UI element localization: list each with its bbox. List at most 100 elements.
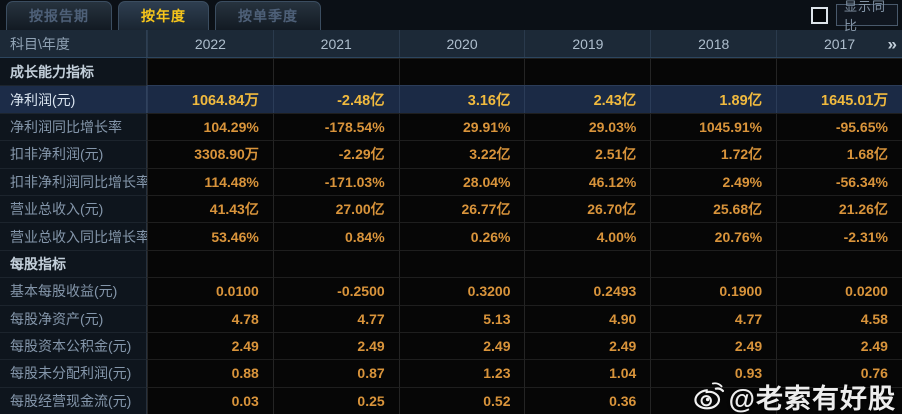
cell-2021 — [272, 249, 399, 278]
cell-2019: 2.49 — [524, 331, 651, 360]
cell-2018: 1.89亿 — [650, 85, 777, 113]
cell-2022: 0.0100 — [147, 277, 273, 305]
row-label: 净利润同比增长率 — [0, 112, 147, 141]
cell-2019: 0.36 — [524, 386, 651, 414]
table-row[interactable]: 每股净资产(元) 4.78 4.77 5.13 4.90 4.77 4.58 — [0, 304, 902, 332]
cell-2019: 4.00% — [524, 222, 651, 250]
row-label: 每股未分配利润(元) — [0, 359, 147, 387]
cell-2022: 0.88 — [147, 359, 273, 387]
cell-2019: 46.12% — [524, 167, 651, 195]
cell-2018: 20.76% — [650, 222, 777, 250]
indicators-table: 科目\年度 2022 2021 2020 2019 2018 2017» 成长能力指标 净利… — [0, 30, 902, 414]
cell-2021: -2.29亿 — [272, 140, 399, 168]
cell-2017: -95.65% — [776, 112, 902, 141]
cell-2019 — [524, 249, 651, 278]
year-header-2021: 2021 — [272, 30, 399, 57]
cell-2019: 1.04 — [524, 359, 651, 387]
row-label: 营业总收入同比增长率 — [0, 222, 150, 250]
cell-2018 — [650, 58, 777, 86]
cell-2020: 0.52 — [398, 386, 525, 414]
cell-2020: 28.04% — [398, 167, 525, 195]
tab-0[interactable]: 按报告期 — [6, 1, 112, 30]
tab-2[interactable]: 按单季度 — [215, 1, 321, 30]
cell-2018: 1.72亿 — [650, 140, 777, 168]
cell-2019: 2.43亿 — [524, 85, 651, 113]
section-row: 每股指标 — [0, 249, 902, 278]
cell-2017: 0.76 — [776, 359, 902, 387]
more-years-icon[interactable]: » — [887, 34, 897, 53]
table-row[interactable]: 营业总收入(元) 41.43亿 27.00亿 26.77亿 26.70亿 25.68亿 21… — [0, 194, 902, 223]
row-label: 基本每股收益(元) — [0, 277, 147, 305]
cell-2021: 0.84% — [272, 222, 399, 250]
cell-2019: 2.51亿 — [524, 140, 651, 168]
cell-2019: 26.70亿 — [524, 194, 651, 223]
cell-2017: 21.26亿 — [776, 194, 902, 223]
row-label: 每股净资产(元) — [0, 304, 147, 332]
cell-2020: 29.91% — [398, 112, 525, 141]
row-label: 每股经营现金流(元) — [0, 386, 147, 414]
row-label: 成长能力指标 — [0, 58, 147, 86]
table-row[interactable]: 基本每股收益(元) 0.0100 -0.2500 0.3200 0.2493 0.1900… — [0, 277, 902, 305]
yoy-checkbox[interactable] — [811, 6, 828, 24]
row-label: 扣非净利润(元) — [0, 140, 147, 168]
yoy-toggle-group: 显示同比 — [811, 0, 898, 33]
cell-2018: 4.77 — [650, 304, 777, 332]
table-row[interactable]: 净利润同比增长率 104.29% -178.54% 29.91% 29.03% 1045.… — [0, 112, 902, 141]
table-body: 成长能力指标 净利润(元) 1064.84万 -2.48亿 3.16亿 2.43亿 1.89… — [0, 58, 902, 414]
row-label: 扣非净利润同比增长率 — [0, 167, 150, 195]
cell-2017 — [776, 386, 902, 414]
year-header-2019: 2019 — [524, 30, 650, 57]
cell-2019: 29.03% — [524, 112, 651, 141]
cell-2018: 1045.91% — [650, 112, 777, 141]
cell-2022: 104.29% — [147, 112, 273, 141]
cell-2017 — [776, 249, 902, 278]
cell-2018 — [650, 386, 777, 414]
yoy-label[interactable]: 显示同比 — [836, 0, 898, 33]
cell-2017: -56.34% — [776, 167, 902, 195]
table-row[interactable]: 每股资本公积金(元) 2.49 2.49 2.49 2.49 2.49 2.49 — [0, 331, 902, 360]
cell-2017: -2.31% — [776, 222, 902, 250]
row-label: 每股资本公积金(元) — [0, 331, 147, 360]
cell-2017 — [776, 58, 902, 86]
year-header-2020: 2020 — [398, 30, 525, 57]
table-row[interactable]: 扣非净利润同比增长率 114.48% -171.03% 28.04% 46.12% 2.4… — [0, 167, 902, 195]
cell-2021: 4.77 — [272, 304, 399, 332]
cell-2020 — [398, 249, 525, 278]
cell-2020: 2.49 — [398, 331, 525, 360]
cell-2022: 41.43亿 — [147, 194, 273, 223]
cell-2022 — [147, 58, 273, 86]
cell-2022: 2.49 — [147, 331, 273, 360]
year-header-2017: 2017» — [776, 30, 902, 57]
cell-2020: 5.13 — [398, 304, 525, 332]
table-row[interactable]: 扣非净利润(元) 3308.90万 -2.29亿 3.22亿 2.51亿 1.72亿 1.6… — [0, 140, 902, 168]
cell-2021: 0.87 — [272, 359, 399, 387]
cell-2021: -178.54% — [272, 112, 399, 141]
row-label: 净利润(元) — [0, 85, 147, 113]
cell-2018: 2.49 — [650, 331, 777, 360]
row-label: 每股指标 — [0, 249, 147, 278]
table-row[interactable]: 营业总收入同比增长率 53.46% 0.84% 0.26% 4.00% 20.76% -2.… — [0, 222, 902, 250]
cell-2021: -171.03% — [272, 167, 399, 195]
cell-2019 — [524, 58, 651, 86]
table-row[interactable]: 每股经营现金流(元) 0.03 0.25 0.52 0.36 — [0, 386, 902, 414]
cell-2017: 0.0200 — [776, 277, 902, 305]
cell-2021: 2.49 — [272, 331, 399, 360]
row-label: 营业总收入(元) — [0, 194, 147, 223]
cell-2020 — [398, 58, 525, 86]
cell-2020: 1.23 — [398, 359, 525, 387]
cell-2018: 25.68亿 — [650, 194, 777, 223]
cell-2022: 53.46% — [147, 222, 273, 250]
cell-2022: 114.48% — [147, 167, 273, 195]
cell-2017: 2.49 — [776, 331, 902, 360]
table-row[interactable]: 每股未分配利润(元) 0.88 0.87 1.23 1.04 0.93 0.76 — [0, 359, 902, 387]
year-header-2018: 2018 — [650, 30, 776, 57]
cell-2019: 4.90 — [524, 304, 651, 332]
cell-2022: 0.03 — [147, 386, 273, 414]
cell-2017: 1645.01万 — [776, 85, 902, 113]
table-row[interactable]: 净利润(元) 1064.84万 -2.48亿 3.16亿 2.43亿 1.89亿 1645.… — [0, 85, 902, 113]
cell-2021: -0.2500 — [272, 277, 399, 305]
tab-1[interactable]: 按年度 — [118, 1, 209, 30]
tab-list: 按报告期 按年度 按单季度 — [0, 0, 321, 30]
cell-2020: 3.16亿 — [398, 85, 525, 113]
